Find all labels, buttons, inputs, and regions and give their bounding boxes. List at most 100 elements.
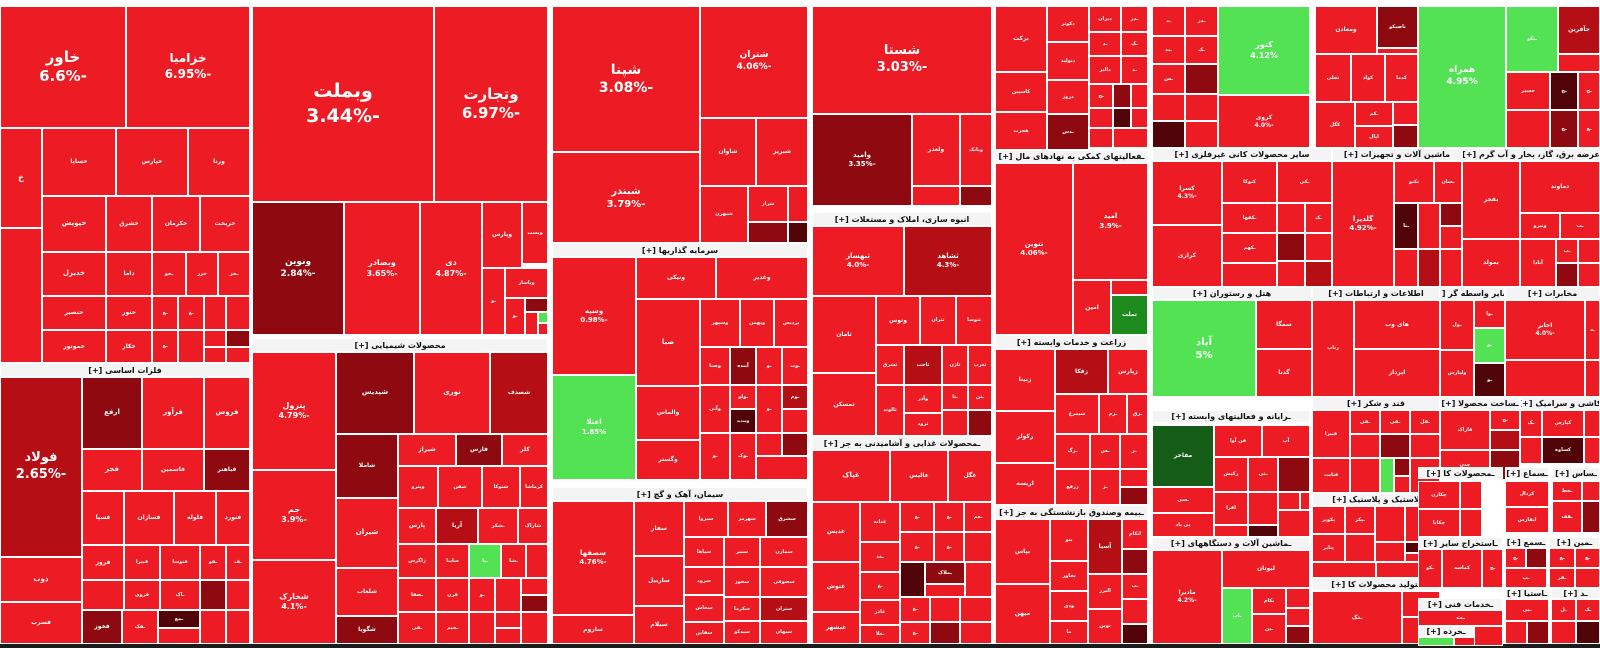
ticker-cell[interactable] [226, 330, 250, 347]
ticker-cell[interactable]: ـزم [1099, 394, 1127, 434]
ticker-cell[interactable] [1113, 84, 1131, 108]
ticker-cell[interactable]: ـملاک [925, 562, 965, 584]
ticker-cell[interactable]: ـغذ [860, 542, 900, 572]
ticker-cell[interactable]: تجلی [1315, 54, 1351, 102]
ticker-cell[interactable]: غبشهر [812, 612, 860, 644]
ticker-cell[interactable] [1394, 458, 1410, 476]
ticker-cell[interactable]: ـزگ [1055, 434, 1090, 469]
ticker-cell[interactable]: سخاش [684, 595, 724, 622]
ticker-cell[interactable]: ـوا [1474, 300, 1505, 328]
ticker-cell[interactable] [1375, 542, 1405, 562]
ticker-cell[interactable] [200, 580, 226, 610]
ticker-cell[interactable]: سصفها -4.76% [552, 501, 634, 615]
ticker-cell[interactable] [469, 612, 495, 644]
sector-header[interactable]: لاستیک و پلاستیک [+] [1312, 493, 1440, 506]
ticker-cell[interactable]: ونیکی [636, 257, 716, 299]
sector-header[interactable]: ـمحصولات غذایی و آشامیدنی به جز [+] [812, 436, 992, 450]
ticker-cell[interactable]: خکرمان [152, 196, 200, 252]
ticker-cell[interactable] [1578, 263, 1600, 287]
ticker-cell[interactable]: فجر [82, 449, 142, 491]
ticker-cell[interactable]: ـغ [860, 572, 900, 600]
ticker-cell[interactable]: قثابت [1312, 458, 1350, 493]
sector-header[interactable]: ـاستیا [+] [1505, 588, 1549, 599]
ticker-cell[interactable]: وسپه -0.98% [552, 257, 636, 375]
ticker-cell[interactable]: فباهنر [204, 449, 250, 491]
sector-header[interactable]: محصولات شیمیایی [+] [252, 338, 548, 352]
ticker-cell[interactable] [1305, 261, 1332, 287]
ticker-cell[interactable]: فسپا [82, 491, 124, 545]
ticker-cell[interactable]: ـکی [1277, 161, 1332, 203]
ticker-cell[interactable] [756, 456, 808, 480]
ticker-cell[interactable]: ونوین -2.84% [252, 202, 344, 335]
ticker-cell[interactable]: خپویش [42, 196, 106, 252]
ticker-cell[interactable] [1089, 128, 1113, 148]
ticker-cell[interactable] [788, 222, 808, 243]
ticker-cell[interactable]: ـس [1090, 434, 1120, 469]
ticker-cell[interactable]: رکیش [1214, 457, 1248, 492]
ticker-cell[interactable]: ـزق [1127, 394, 1148, 434]
ticker-cell[interactable] [1576, 621, 1600, 644]
ticker-cell[interactable]: ساربیل [634, 556, 684, 606]
ticker-cell[interactable]: تکنو [1394, 161, 1434, 203]
sector-header[interactable]: سیمان، آهک و گچ [+] [552, 487, 808, 501]
ticker-cell[interactable]: ـثا [942, 385, 968, 410]
ticker-cell[interactable] [782, 433, 808, 456]
ticker-cell[interactable]: خشرق [106, 196, 152, 252]
ticker-cell[interactable]: سخوز [724, 567, 760, 597]
ticker-cell[interactable]: ـغ [900, 622, 930, 644]
ticker-cell[interactable]: ـغ [900, 597, 930, 622]
ticker-cell[interactable]: فسازان [124, 491, 174, 545]
ticker-cell[interactable]: ثمسکن [812, 373, 876, 436]
ticker-cell[interactable]: دماوند [1520, 161, 1600, 213]
ticker-cell[interactable]: شاراک [518, 508, 548, 544]
ticker-cell[interactable] [525, 298, 548, 312]
sector-header[interactable]: ماشین آلات و تجهیزات [+] [1332, 148, 1462, 161]
ticker-cell[interactable]: خدیزل [42, 252, 106, 296]
ticker-cell[interactable]: ـفی [398, 612, 436, 644]
ticker-cell[interactable] [1440, 249, 1462, 287]
ticker-cell[interactable]: ـولو [730, 385, 756, 409]
ticker-cell[interactable]: اریسه [995, 463, 1055, 505]
ticker-cell[interactable]: پی پاد [1152, 513, 1214, 537]
ticker-cell[interactable] [200, 610, 226, 644]
ticker-cell[interactable]: دیران [1089, 6, 1121, 32]
ticker-cell[interactable] [1460, 481, 1482, 509]
ticker-cell[interactable]: آپ [1262, 425, 1310, 457]
ticker-cell[interactable] [1286, 608, 1310, 626]
ticker-cell[interactable]: شپدیس [336, 352, 414, 434]
ticker-cell[interactable] [1418, 203, 1440, 249]
ticker-cell[interactable]: کساوه [1542, 437, 1584, 464]
ticker-cell[interactable] [968, 410, 992, 436]
ticker-cell[interactable]: ـو [1474, 363, 1505, 397]
ticker-cell[interactable] [1286, 588, 1310, 608]
sector-header[interactable]: ـاستخراج سایر [+] [1418, 537, 1503, 549]
ticker-cell[interactable]: تاصیکو [1377, 6, 1418, 48]
sector-header[interactable]: هتل و رستوران [+] [1152, 287, 1312, 300]
ticker-cell[interactable]: بخاور [1050, 561, 1088, 591]
ticker-cell[interactable]: ـح [1505, 548, 1526, 568]
ticker-cell[interactable]: نوین [1088, 609, 1122, 644]
sector-header[interactable]: قند و شکر [+] [1312, 397, 1440, 410]
sector-header[interactable]: ـفعالیتهای کمکی به نهادهای مال [+] [995, 150, 1148, 163]
ticker-cell[interactable]: دکوثر [1047, 6, 1089, 42]
ticker-cell[interactable]: ـع [1578, 110, 1600, 148]
ticker-cell[interactable]: فنورد [216, 491, 250, 545]
ticker-cell[interactable] [1551, 621, 1576, 644]
ticker-cell[interactable] [495, 612, 521, 628]
ticker-cell[interactable]: ـبد [1152, 36, 1185, 64]
ticker-cell[interactable]: حآفرین [1558, 6, 1600, 54]
ticker-cell[interactable]: خکار [106, 330, 152, 363]
ticker-cell[interactable]: امین [1073, 280, 1111, 335]
ticker-cell[interactable]: ثاخت [904, 345, 942, 385]
ticker-cell[interactable]: کروی -4.0% [1218, 95, 1310, 148]
ticker-cell[interactable]: وپترو [398, 466, 438, 508]
ticker-cell[interactable]: سیمرغ [1055, 394, 1099, 434]
ticker-cell[interactable]: شفن [438, 466, 482, 508]
ticker-cell[interactable] [1350, 458, 1380, 493]
sector-header[interactable]: عرضه برق، گاز، بخار و آب گرم [+] [1462, 148, 1600, 161]
ticker-cell[interactable] [158, 628, 200, 644]
ticker-cell[interactable]: بپاس [995, 519, 1050, 584]
ticker-cell[interactable]: ثتران [920, 296, 956, 345]
ticker-cell[interactable]: فروس [204, 377, 250, 449]
ticker-cell[interactable]: ثغرب [968, 345, 992, 385]
